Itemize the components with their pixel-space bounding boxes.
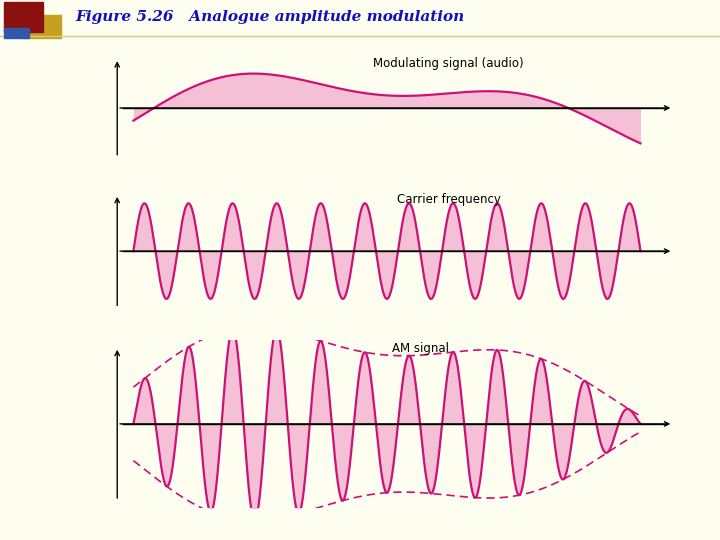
Text: Modulating signal (audio): Modulating signal (audio) [373, 57, 524, 70]
Text: AM signal: AM signal [392, 342, 449, 355]
Text: Carrier frequency: Carrier frequency [397, 193, 500, 206]
Bar [4, 28, 29, 38]
Bar [4, 2, 43, 32]
Bar [22, 15, 61, 38]
Text: Figure 5.26   Analogue amplitude modulation: Figure 5.26 Analogue amplitude modulatio… [76, 10, 465, 24]
